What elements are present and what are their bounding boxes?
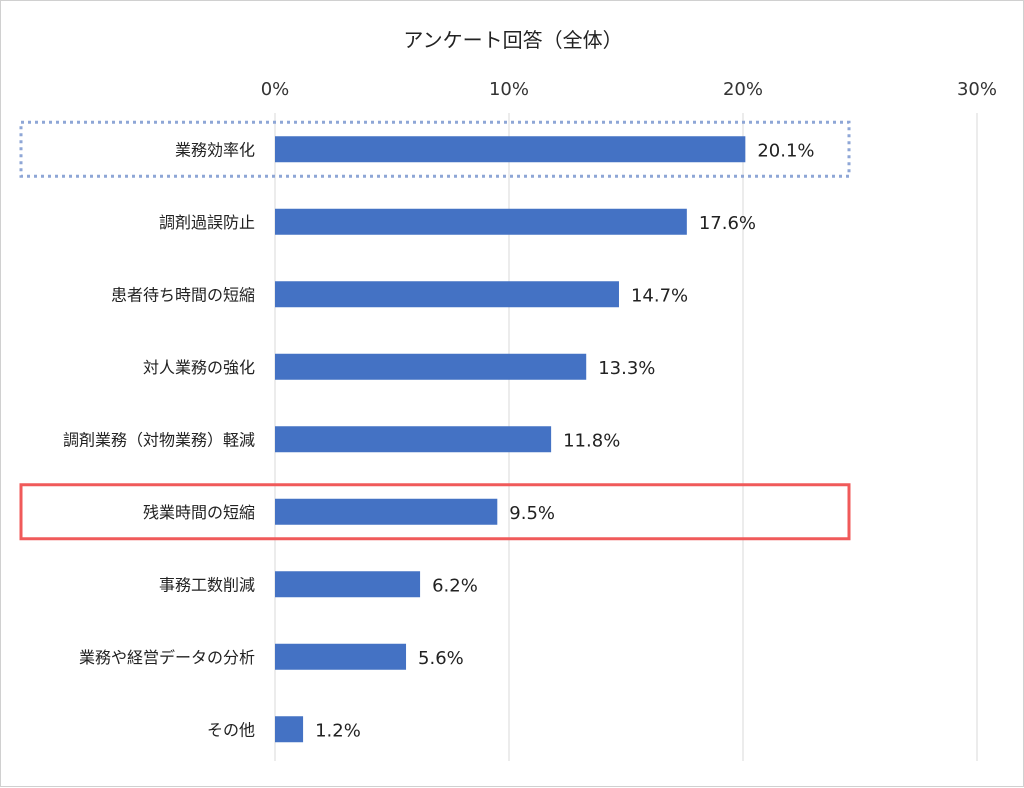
bar	[275, 716, 304, 743]
category-label: 患者待ち時間の短縮	[111, 285, 255, 304]
category-label: その他	[207, 720, 255, 739]
category-label: 残業時間の短縮	[143, 503, 255, 522]
data-label: 17.6%	[699, 213, 756, 234]
highlight-box	[19, 483, 851, 541]
category-label: 調剤過誤防止	[159, 213, 255, 232]
data-label: 11.8%	[563, 430, 620, 451]
bar	[275, 643, 407, 670]
x-tick-label: 20%	[723, 79, 763, 100]
x-tick-label: 0%	[261, 79, 290, 100]
x-tick-label: 30%	[957, 79, 997, 100]
x-tick-labels: 0% 10% 20% 30%	[261, 79, 997, 100]
bar	[275, 426, 552, 453]
category-label: 調剤業務（対物業務）軽減	[63, 430, 255, 449]
bar	[275, 136, 746, 163]
data-label: 9.5%	[509, 503, 555, 524]
highlight-boxes	[19, 120, 851, 541]
bar	[275, 353, 587, 380]
bar	[275, 571, 421, 598]
x-tick-label: 10%	[489, 79, 529, 100]
bars	[275, 136, 746, 743]
bar	[275, 498, 498, 525]
chart-title: アンケート回答（全体）	[403, 28, 622, 52]
data-label: 1.2%	[315, 720, 361, 741]
category-label: 業務効率化	[175, 140, 255, 159]
data-label: 6.2%	[432, 575, 478, 596]
highlight-box	[19, 120, 851, 178]
category-label: 事務工数削減	[159, 575, 255, 594]
bar	[275, 208, 687, 235]
data-label: 14.7%	[631, 285, 688, 306]
category-label: 対人業務の強化	[143, 358, 255, 377]
data-label: 13.3%	[598, 358, 655, 379]
bar	[275, 281, 619, 308]
category-label: 業務や経営データの分析	[79, 648, 255, 667]
category-labels: 業務効率化調剤過誤防止患者待ち時間の短縮対人業務の強化調剤業務（対物業務）軽減残…	[63, 140, 255, 739]
data-label: 20.1%	[757, 140, 814, 161]
data-labels: 20.1% 17.6% 14.7% 13.3% 11.8% 9.5% 6.2% 5.6% 1.2…	[315, 140, 814, 741]
data-label: 5.6%	[418, 648, 464, 669]
